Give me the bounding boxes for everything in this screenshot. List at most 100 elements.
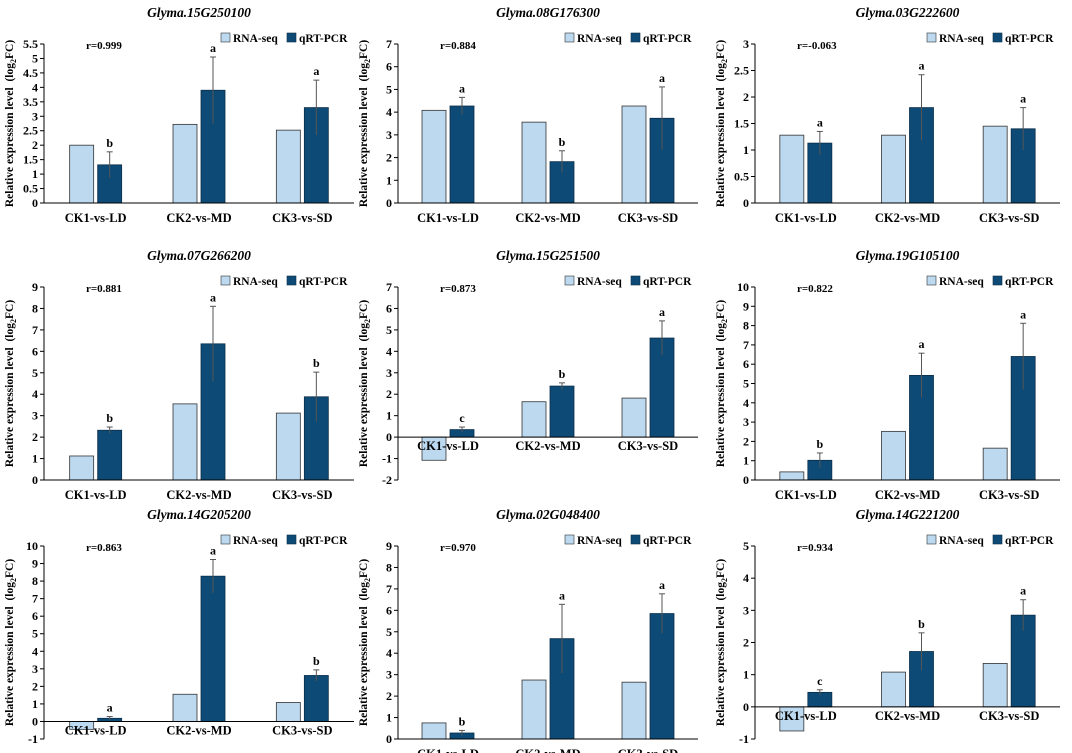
significance-letter: a xyxy=(919,337,925,351)
y-tick-label: 1 xyxy=(32,452,38,466)
legend-swatch-rna-seq xyxy=(220,534,231,545)
significance-letter: b xyxy=(313,356,320,370)
significance-letter: b xyxy=(106,136,113,150)
y-tick-label: 4 xyxy=(386,344,392,358)
y-axis-label: Relative expression level (log2FC) xyxy=(4,559,18,726)
y-tick-label: 5.5 xyxy=(23,37,38,51)
y-tick-label: 1 xyxy=(32,697,38,711)
y-tick-label: 5 xyxy=(743,539,749,553)
significance-letter: a xyxy=(1020,584,1026,598)
category-label: CK2-vs-MD xyxy=(515,211,580,225)
significance-letter: a xyxy=(1020,92,1026,106)
y-axis-label-main: Relative expression level (log xyxy=(715,323,727,467)
y-tick-label: 7 xyxy=(743,338,749,352)
legend-label-rna-seq: RNA-seq xyxy=(233,33,278,45)
bar-rna-seq xyxy=(982,125,1008,204)
y-tick-label: 6 xyxy=(743,357,749,371)
y-axis-label-end: FC) xyxy=(715,40,727,59)
category-label: CK3-vs-SD xyxy=(979,709,1039,723)
category-label: CK2-vs-MD xyxy=(166,211,231,225)
legend-label-qrt-pcr: qRT-PCR xyxy=(1005,276,1054,288)
significance-letter: b xyxy=(559,367,566,381)
chart-panel-2: Glyma.08G176300 Relative expression level… xyxy=(358,5,698,225)
y-axis-label-end: FC) xyxy=(358,559,370,578)
y-tick-label: -1 xyxy=(382,452,392,466)
category-label: CK1-vs-LD xyxy=(417,439,479,453)
legend-swatch-rna-seq xyxy=(926,32,937,43)
chart-title: Glyma.14G221200 xyxy=(856,507,960,522)
y-tick-label: 3 xyxy=(743,37,749,51)
chart-title: Glyma.02G048400 xyxy=(496,507,600,522)
significance-letter: b xyxy=(816,437,823,451)
legend: RNA-seq qRT-PCR xyxy=(220,534,348,547)
legend-swatch-rna-seq xyxy=(564,275,575,286)
significance-letter: a xyxy=(1020,307,1026,321)
y-tick-label: -1 xyxy=(28,732,38,746)
y-tick-label: 3 xyxy=(32,662,38,676)
y-axis-label: Relative expression level (log2FC) xyxy=(358,559,372,726)
significance-letter: a xyxy=(210,290,216,304)
correlation-value: r=0.934 xyxy=(797,542,833,554)
y-axis-label-end: FC) xyxy=(358,40,370,59)
significance-letter: a xyxy=(210,544,216,558)
bar-rna-seq xyxy=(172,123,198,204)
bar-rna-seq xyxy=(982,447,1008,481)
legend-label-qrt-pcr: qRT-PCR xyxy=(299,535,348,547)
significance-letter: a xyxy=(107,701,113,715)
y-tick-label: 1 xyxy=(386,173,392,187)
bar-rna-seq xyxy=(69,455,95,481)
chart-panel-7: Glyma.14G205200 Relative expression level… xyxy=(4,507,354,746)
legend-label-rna-seq: RNA-seq xyxy=(233,276,278,288)
y-axis-label-end: FC) xyxy=(4,40,16,59)
y-axis-label: Relative expression level (log2FC) xyxy=(4,300,18,467)
bar-rna-seq xyxy=(779,471,805,481)
y-tick-label: 5 xyxy=(386,323,392,337)
legend-swatch-qrt-pcr xyxy=(992,275,1003,286)
y-tick-label: 0 xyxy=(32,196,38,210)
chart-title: Glyma.14G205200 xyxy=(147,507,251,522)
category-label: CK3-vs-SD xyxy=(272,488,332,502)
legend-swatch-qrt-pcr xyxy=(630,32,641,43)
bar-rna-seq xyxy=(275,702,301,722)
y-tick-label: 6 xyxy=(386,603,392,617)
y-tick-label: 5 xyxy=(32,366,38,380)
y-tick-label: 5 xyxy=(743,377,749,391)
category-label: CK1-vs-LD xyxy=(775,709,837,723)
y-tick-label: 4 xyxy=(32,80,38,94)
y-tick-label: 2 xyxy=(32,679,38,693)
correlation-value: r=-0.063 xyxy=(797,40,837,52)
chart-title: Glyma.19G105100 xyxy=(856,248,960,263)
y-axis-label: Relative expression level (log2FC) xyxy=(358,40,372,207)
y-tick-label: 5 xyxy=(386,625,392,639)
y-axis-label-subscript: 2 xyxy=(363,319,372,323)
bar-rna-seq xyxy=(69,144,95,204)
y-tick-label: 6 xyxy=(32,609,38,623)
y-tick-label: 1 xyxy=(743,454,749,468)
y-tick-label: 10 xyxy=(26,539,38,553)
correlation-value: r=0.822 xyxy=(797,283,833,295)
bar-qrt-pcr xyxy=(449,105,475,204)
bar-rna-seq xyxy=(421,109,447,204)
legend-label-rna-seq: RNA-seq xyxy=(577,535,622,547)
significance-letter: a xyxy=(659,71,665,85)
legend-swatch-qrt-pcr xyxy=(630,275,641,286)
y-axis-label-subscript: 2 xyxy=(720,319,729,323)
significance-letter: a xyxy=(659,578,665,592)
legend-label-qrt-pcr: qRT-PCR xyxy=(299,33,348,45)
y-tick-label: 4 xyxy=(32,644,38,658)
category-label: CK2-vs-MD xyxy=(875,709,940,723)
y-axis-label-end: FC) xyxy=(358,300,370,319)
significance-letter: a xyxy=(459,81,465,95)
category-label: CK1-vs-LD xyxy=(775,488,837,502)
category-label: CK2-vs-MD xyxy=(875,488,940,502)
y-tick-label: 8 xyxy=(386,560,392,574)
legend: RNA-seq qRT-PCR xyxy=(926,275,1054,288)
chart-title: Glyma.15G251500 xyxy=(496,248,600,263)
chart-panel-3: Glyma.03G222600 Relative expression level… xyxy=(715,5,1060,225)
bar-rna-seq xyxy=(881,671,906,708)
category-label: CK3-vs-SD xyxy=(272,723,332,737)
y-tick-label: 2 xyxy=(386,387,392,401)
y-tick-label: 9 xyxy=(386,539,392,553)
category-label: CK2-vs-MD xyxy=(875,211,940,225)
y-tick-label: 1 xyxy=(386,409,392,423)
